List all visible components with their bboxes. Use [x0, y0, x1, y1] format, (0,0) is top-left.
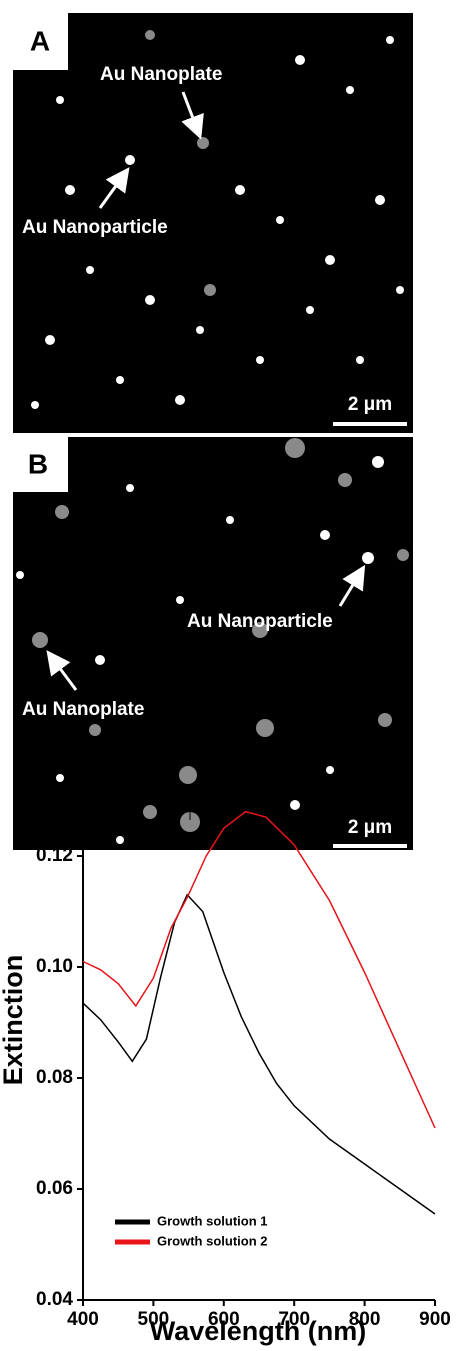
y-tick-label: 0.04: [36, 1289, 73, 1310]
x-tick-label: 900: [419, 1309, 451, 1330]
panel-label: C: [108, 743, 127, 773]
panel-a: A Au Nanoplate Au Nanoparticle 2 μm: [13, 13, 413, 433]
x-tick-label: 700: [278, 1309, 310, 1330]
y-tick-label: 0.08: [36, 1067, 73, 1088]
y-tick-label: 0.14: [36, 734, 73, 755]
x-axis-label: Wavelength (nm): [150, 1316, 367, 1346]
y-tick-label: 0.12: [36, 845, 73, 866]
panel-b: B Au Nanoparticle Au Nanoplate 2 μm: [13, 437, 413, 850]
annotation: Au Nanoplate: [100, 64, 222, 85]
x-tick-label: 500: [138, 1309, 170, 1330]
y-tick-label: 0.10: [36, 956, 73, 977]
scale-label: 2 μm: [348, 394, 392, 415]
x-tick-label: 600: [208, 1309, 240, 1330]
sem-image: [13, 437, 413, 850]
scale-label: 2 μm: [348, 817, 392, 838]
x-tick-label: 400: [67, 1309, 99, 1330]
annotation: Au Nanoplate: [22, 699, 144, 720]
line-series: [83, 895, 435, 1214]
figure: A Au Nanoplate Au Nanoparticle 2 μm B Au…: [0, 0, 458, 1351]
panel-label: B: [28, 448, 48, 479]
x-tick-label: 800: [349, 1309, 381, 1330]
legend-label: Growth solution 1: [157, 1213, 268, 1228]
y-tick-label: 0.06: [36, 1178, 73, 1199]
line-series: [83, 812, 435, 1128]
y-axis-label: Extinction: [0, 955, 28, 1086]
annotation: 631 nm: [233, 732, 276, 747]
annotation: 548 nm: [105, 793, 148, 808]
legend-label: Growth solution 2: [157, 1233, 268, 1248]
annotation: Au Nanoparticle: [187, 611, 333, 632]
annotation: Au Nanoparticle: [22, 217, 168, 238]
panel-label: A: [30, 25, 50, 56]
